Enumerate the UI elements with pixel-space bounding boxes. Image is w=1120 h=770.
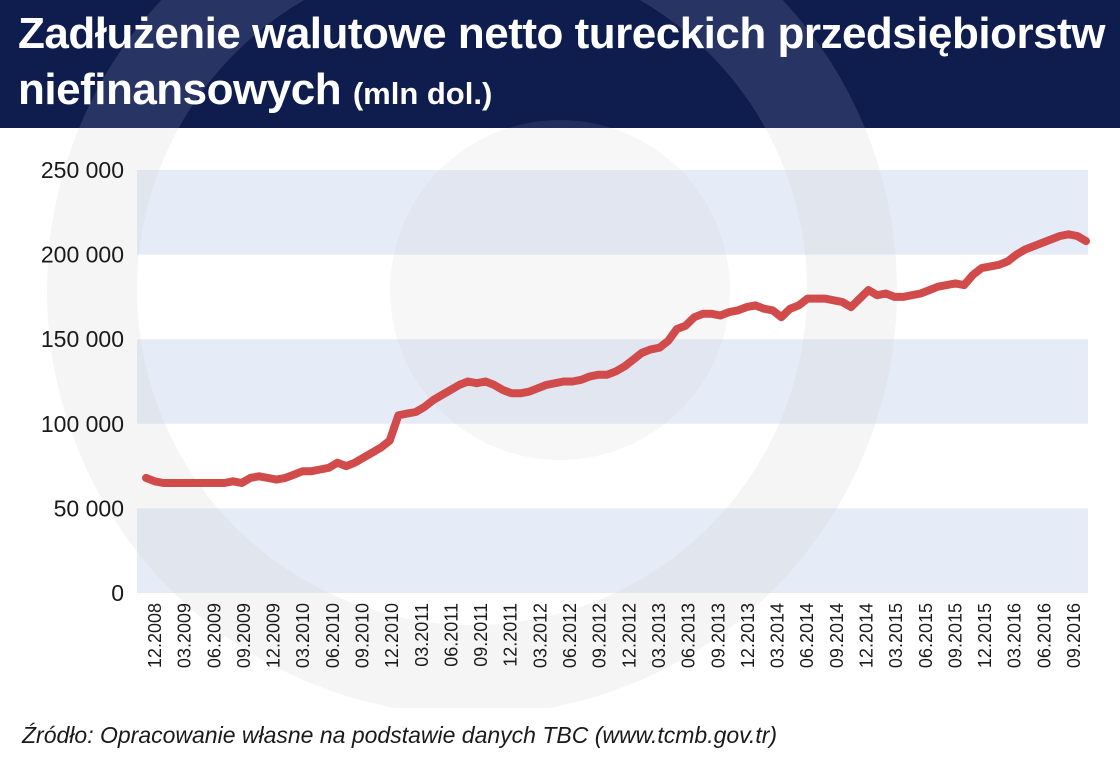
chart-area: 0 50 000 100 000 150 000 200 000 250 000 12.2… — [41, 128, 1090, 708]
x-tick-label: 12.2015 — [975, 603, 995, 668]
source-note: Źródło: Opracowanie własne na podstawie … — [22, 722, 778, 748]
y-tick-label: 200 000 — [41, 242, 124, 268]
x-tick-label: 12.2014 — [856, 603, 876, 668]
x-tick-label: 12.2012 — [619, 603, 639, 668]
y-tick-label: 0 — [111, 580, 124, 606]
x-tick-label: 03.2009 — [175, 603, 195, 668]
x-tick-label: 12.2013 — [738, 603, 758, 668]
watermark-logo-icon — [79, 0, 865, 128]
x-tick-label: 06.2013 — [679, 603, 699, 668]
grid-band — [137, 508, 1088, 593]
x-tick-label: 12.2011 — [501, 603, 521, 667]
x-tick-label: 03.2016 — [1005, 603, 1025, 668]
series-line — [142, 230, 1090, 487]
y-tick-label: 50 000 — [54, 495, 124, 521]
watermark-ring-icon — [47, 128, 897, 708]
series-group — [142, 230, 1090, 487]
x-tick-label: 09.2012 — [590, 603, 610, 668]
x-tick-label: 06.2015 — [916, 603, 936, 668]
x-tick-label: 03.2014 — [768, 603, 788, 668]
background-watermark — [47, 128, 897, 708]
y-tick-label: 250 000 — [41, 157, 124, 183]
x-tick-label: 12.2008 — [145, 603, 165, 668]
x-tick-label: 09.2016 — [1064, 603, 1084, 668]
x-tick-label: 12.2009 — [264, 603, 284, 668]
x-tick-label: 03.2011 — [412, 603, 432, 667]
watermark-core-icon — [390, 128, 730, 460]
background-bands — [137, 170, 1088, 593]
x-tick-label: 03.2015 — [886, 603, 906, 668]
chart-header: Zadłużenie walutowe netto tureckich prze… — [0, 0, 1120, 128]
y-tick-label: 100 000 — [41, 411, 124, 437]
x-tick-label: 06.2009 — [204, 603, 224, 668]
x-tick-label: 09.2010 — [353, 603, 373, 668]
x-tick-label: 06.2016 — [1034, 603, 1054, 668]
grid-band — [137, 170, 1088, 255]
x-tick-label: 03.2010 — [293, 603, 313, 668]
x-axis: 12.2008 03.2009 06.2009 09.2009 12.2009 03.20… — [145, 603, 1084, 668]
grid-band — [137, 339, 1088, 424]
x-tick-label: 03.2012 — [530, 603, 550, 668]
title-text: Zadłużenie walutowe netto tureckich prze… — [18, 9, 1105, 114]
x-tick-label: 09.2009 — [234, 603, 254, 668]
x-tick-label: 06.2011 — [441, 603, 461, 667]
x-tick-label: 12.2010 — [382, 603, 402, 668]
title-unit: (mln dol.) — [352, 76, 493, 111]
x-tick-label: 09.2011 — [471, 603, 491, 667]
x-tick-label: 09.2015 — [945, 603, 965, 668]
x-tick-label: 03.2013 — [649, 603, 669, 668]
x-tick-label: 09.2013 — [708, 603, 728, 668]
x-tick-label: 06.2010 — [323, 603, 343, 668]
x-tick-label: 09.2014 — [827, 603, 847, 668]
y-axis: 0 50 000 100 000 150 000 200 000 250 000 — [41, 157, 124, 606]
x-tick-label: 06.2014 — [797, 603, 817, 668]
y-tick-label: 150 000 — [41, 326, 124, 352]
chart-title: Zadłużenie walutowe netto tureckich prze… — [18, 6, 1108, 122]
x-tick-label: 06.2012 — [560, 603, 580, 668]
